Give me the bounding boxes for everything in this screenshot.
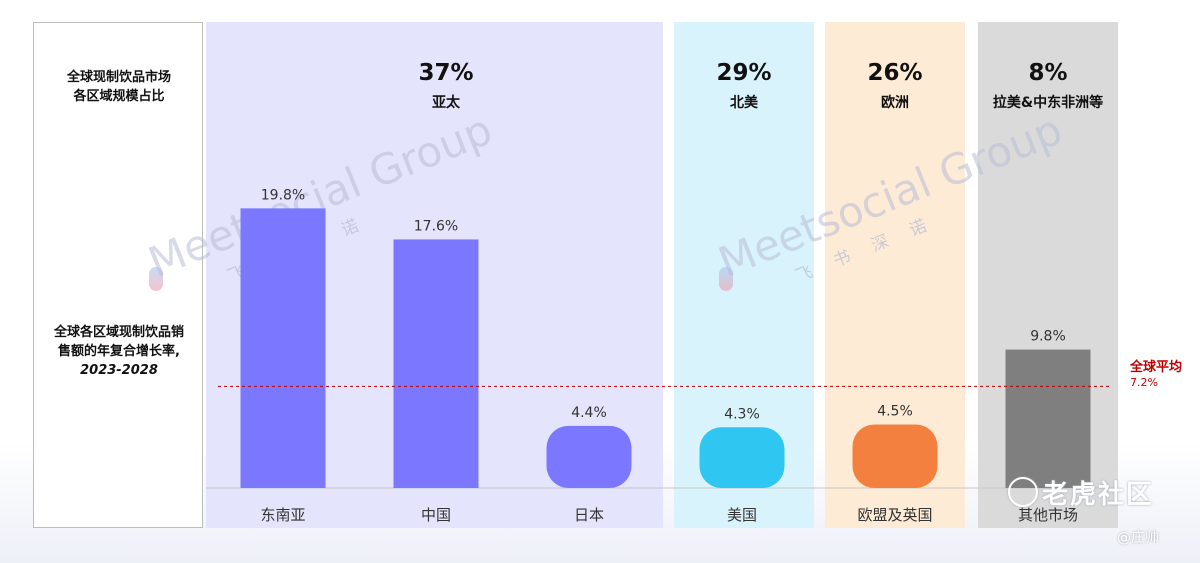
global-average-value: 7.2%	[1130, 376, 1158, 389]
corner-site-name: 老虎社区	[1042, 480, 1155, 510]
bar-value-label-other-markets: 9.8%	[1030, 329, 1066, 345]
bar-value-label-southeast-asia: 19.8%	[261, 187, 305, 203]
left-label-panel: 全球现制饮品市场 各区域规模占比 全球各区域现制饮品销 售额的年复合增长率, 2…	[33, 22, 203, 528]
category-label-southeast-asia: 东南亚	[260, 506, 305, 524]
bar-eu-uk	[852, 424, 938, 488]
watermark-logo-icon	[719, 267, 733, 291]
region-share-other: 8%	[1028, 60, 1068, 86]
region-name-europe: 欧洲	[881, 95, 909, 111]
category-label-china: 中国	[421, 506, 451, 524]
tiger-community-logo-icon	[1008, 477, 1038, 507]
watermark-logo-icon	[149, 267, 163, 291]
cagr-years: 2023-2028	[80, 363, 158, 378]
region-share-apac: 37%	[418, 60, 474, 86]
region-share-europe: 26%	[867, 60, 923, 86]
bar-usa	[699, 427, 785, 488]
bar-china	[393, 239, 479, 488]
region-name-north-america: 北美	[730, 95, 758, 111]
bar-southeast-asia	[240, 208, 326, 489]
bar-value-label-china: 17.6%	[414, 218, 458, 234]
cagr-title: 全球各区域现制饮品销 售额的年复合增长率,	[53, 325, 184, 359]
category-label-other-markets: 其他市场	[1018, 506, 1078, 524]
global-average-label: 全球平均	[1130, 360, 1183, 375]
region-share-north-america: 29%	[716, 60, 772, 86]
bar-value-label-eu-uk: 4.5%	[877, 403, 913, 419]
bar-other-markets	[1005, 349, 1091, 488]
category-label-japan: 日本	[574, 506, 604, 524]
category-label-usa: 美国	[727, 506, 757, 524]
region-name-apac: 亚太	[432, 95, 460, 111]
share-title: 全球现制饮品市场 各区域规模占比	[66, 70, 171, 104]
bar-japan	[546, 425, 632, 488]
bar-value-label-usa: 4.3%	[724, 406, 760, 422]
category-label-eu-uk: 欧盟及英国	[857, 506, 932, 524]
corner-author: @庄帅	[1117, 530, 1159, 546]
region-name-other: 拉美&中东非洲等	[992, 95, 1104, 111]
bar-value-label-japan: 4.4%	[571, 405, 607, 421]
